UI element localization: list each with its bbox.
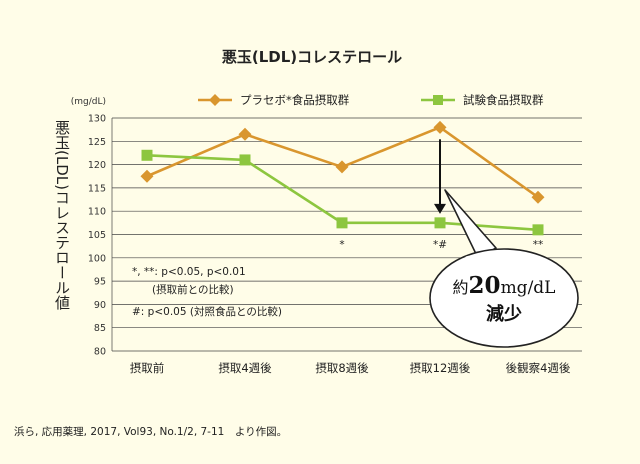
data-point-diamond: [433, 120, 447, 134]
reduction-word: 減少: [486, 303, 522, 325]
y-tick-label: 130: [88, 114, 106, 125]
note-text: *, **: p<0.05, p<0.01: [132, 266, 246, 278]
y-tick-label: 90: [94, 300, 106, 311]
x-tick-label: 摂取12週後: [410, 361, 471, 375]
y-tick-label: 100: [88, 253, 106, 264]
data-point-diamond: [140, 169, 154, 183]
y-tick-label: 105: [88, 230, 106, 241]
legend-marker: [209, 94, 221, 106]
y-tick-labels: 80 85 90 95 100 105 110 115 120 125 130: [88, 114, 106, 358]
x-tick-label: 後観察4週後: [506, 361, 571, 375]
significance-mark: *#: [433, 239, 447, 251]
reduction-amount: 約20mg/dL: [453, 272, 556, 299]
reduction-prefix: 約: [453, 278, 469, 297]
y-tick-label: 120: [88, 160, 106, 171]
data-point-square: [239, 154, 251, 166]
data-point-diamond: [238, 127, 252, 141]
y-axis-unit: (mg/dL): [71, 97, 106, 107]
x-tick-label: 摂取8週後: [315, 361, 369, 375]
x-tick-label: 摂取4週後: [218, 361, 272, 375]
callout-bubble: [429, 248, 579, 348]
significance-mark: **: [533, 239, 544, 251]
y-tick-label: 110: [88, 207, 106, 218]
y-axis-label: 悪玉(LDL)コレステロール値: [53, 120, 71, 310]
series-layer: [140, 120, 545, 236]
note-text: #: p<0.05 (対照食品との比較): [132, 305, 282, 318]
reduction-callout: 約20mg/dL 減少: [429, 139, 579, 348]
y-tick-label: 95: [94, 277, 106, 288]
data-point-diamond: [335, 160, 349, 174]
legend-label: 試験食品摂取群: [463, 93, 544, 107]
y-tick-label: 115: [88, 183, 106, 194]
citation: 浜ら, 応用薬理, 2017, Vol93, No.1/2, 7-11 より作図…: [14, 426, 288, 438]
reduction-arrow-head: [434, 203, 446, 214]
data-point-square: [532, 224, 544, 236]
legend: プラセボ*食品摂取群 試験食品摂取群: [198, 93, 544, 107]
chart-title: 悪玉(LDL)コレステロール: [222, 48, 402, 66]
reduction-unit: mg/dL: [501, 278, 556, 298]
reduction-value: 20: [469, 272, 501, 299]
y-tick-label: 85: [94, 323, 106, 334]
data-point-diamond: [531, 190, 545, 204]
data-point-square: [434, 217, 446, 229]
callout-joint: [465, 250, 494, 260]
significance-markers: * *# **: [339, 239, 543, 251]
x-tick-label: 摂取前: [130, 361, 165, 375]
x-tick-labels: 摂取前 摂取4週後 摂取8週後 摂取12週後 後観察4週後: [130, 361, 571, 375]
legend-label: プラセボ*食品摂取群: [240, 93, 350, 107]
notes: *, **: p<0.05, p<0.01 (摂取前との比較) #: p<0.05 …: [132, 266, 282, 318]
data-point-square: [336, 217, 348, 229]
legend-marker: [433, 95, 443, 105]
note-text: (摂取前との比較): [152, 283, 234, 296]
y-tick-label: 125: [88, 137, 106, 148]
data-point-square: [141, 149, 153, 161]
y-tick-label: 80: [94, 347, 106, 358]
ldl-line-chart: 悪玉(LDL)コレステロール 80 85 90 95 100 105 110 115 120 12…: [53, 48, 582, 375]
significance-mark: *: [339, 239, 344, 251]
